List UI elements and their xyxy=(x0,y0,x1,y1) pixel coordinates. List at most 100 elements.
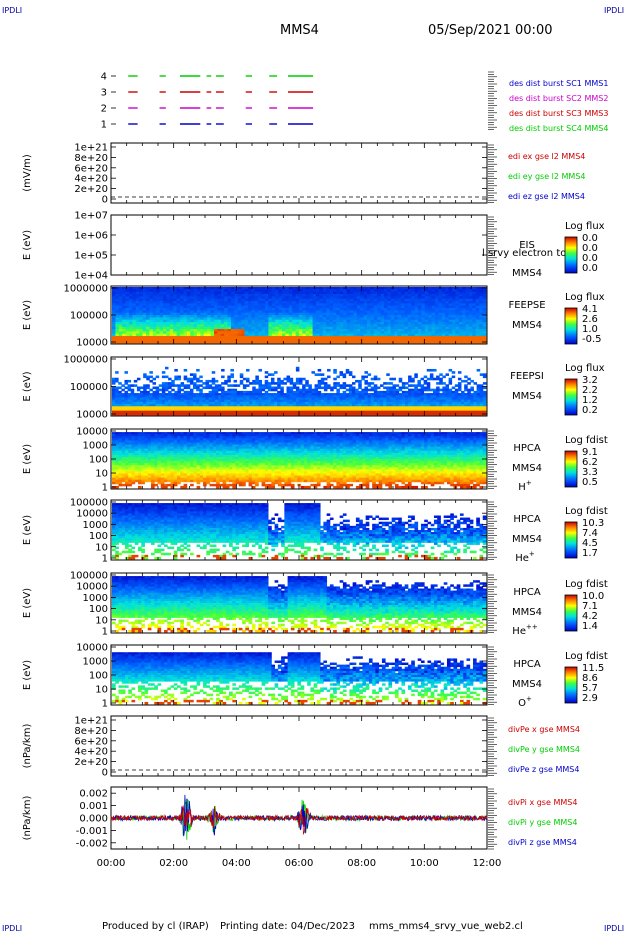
feeps-e-cell xyxy=(305,333,310,337)
feeps-e-cell xyxy=(441,298,446,302)
feeps-e-cell xyxy=(479,324,483,328)
hpca_h-cell xyxy=(115,446,119,450)
feeps-e-cell xyxy=(244,305,249,309)
feeps-e-cell xyxy=(336,287,341,290)
feeps-e-cell xyxy=(234,326,239,330)
feeps-i-cell xyxy=(448,412,453,416)
feeps-e-cell xyxy=(479,338,483,342)
feeps-e-cell xyxy=(377,308,381,311)
feeps-e-cell xyxy=(288,338,293,342)
feeps-i-cell xyxy=(454,393,459,396)
feeps-e-cell xyxy=(302,338,307,342)
feeps-i-cell xyxy=(327,368,331,372)
feeps-e-cell xyxy=(319,303,324,307)
feeps-i-cell xyxy=(320,382,325,385)
feeps-i-cell xyxy=(461,408,465,412)
feeps-i-cell xyxy=(445,373,449,376)
feeps-i-cell xyxy=(221,388,225,392)
feeps-e-cell xyxy=(176,305,181,309)
feeps-e-cell xyxy=(115,310,120,314)
feeps-i-cell xyxy=(205,393,210,396)
feeps-e-cell xyxy=(373,326,378,330)
feeps-e-cell xyxy=(258,287,262,290)
feeps-i-cell xyxy=(417,393,421,396)
feeps-e-cell xyxy=(248,308,252,311)
feeps-i-cell xyxy=(196,410,200,414)
feeps-e-cell xyxy=(319,340,324,344)
feeps-e-cell xyxy=(363,317,368,321)
feeps-e-cell xyxy=(482,294,487,297)
feeps-e-cell xyxy=(132,340,137,344)
feeps-e-cell xyxy=(241,326,245,330)
feeps-i-cell xyxy=(448,395,453,398)
feeps-i-cell xyxy=(302,401,306,405)
feeps-i-cell xyxy=(439,401,443,405)
feeps-e-cell xyxy=(132,331,137,335)
feeps-e-cell xyxy=(414,310,419,314)
feeps-i-cell xyxy=(127,408,132,412)
feeps-i-cell xyxy=(168,390,172,394)
feeps-e-cell xyxy=(282,319,286,323)
feeps-i-cell xyxy=(280,393,284,396)
feeps-i-cell xyxy=(127,397,132,401)
feeps-i-cell xyxy=(345,399,350,403)
feeps-i-cell xyxy=(439,397,443,401)
feeps-e-cell xyxy=(166,331,171,335)
feeps-e-cell xyxy=(180,340,184,344)
feeps-e-cell xyxy=(292,324,296,328)
feeps-i-cell xyxy=(448,368,453,372)
feeps-i-cell xyxy=(370,377,375,381)
feeps-e-cell xyxy=(462,319,466,323)
feeps-i-cell xyxy=(158,395,163,398)
hpca_h-cell xyxy=(118,467,123,470)
feeps-e-cell xyxy=(343,336,347,339)
feeps-i-cell xyxy=(152,404,157,407)
feeps-e-cell xyxy=(122,312,126,316)
feeps-i-cell xyxy=(333,397,337,401)
feeps-i-cell xyxy=(414,373,418,376)
feeps-i-cell xyxy=(404,401,409,405)
feeps-e-cell xyxy=(268,319,273,323)
feeps-i-cell xyxy=(152,377,157,381)
feeps-i-cell xyxy=(364,379,368,383)
feeps-e-cell xyxy=(244,296,249,300)
feeps-e-cell xyxy=(475,338,480,342)
feeps-e-cell xyxy=(193,317,198,321)
feeps-e-cell xyxy=(142,324,147,328)
feeps-e-cell xyxy=(397,308,402,311)
feeps-e-cell xyxy=(350,294,354,297)
feeps-i-cell xyxy=(274,406,278,409)
feeps-i-cell xyxy=(302,388,306,392)
feeps-e-cell xyxy=(278,291,283,295)
feeps-e-cell xyxy=(234,329,239,332)
feeps-i-cell xyxy=(414,399,418,403)
feeps-e-cell xyxy=(224,303,228,307)
feeps-e-cell xyxy=(207,291,211,295)
feeps-e-cell xyxy=(380,338,385,342)
feeps-e-cell xyxy=(462,289,466,293)
feeps-e-cell xyxy=(251,329,256,332)
feeps-e-cell xyxy=(424,298,429,302)
feeps-e-cell xyxy=(353,296,358,300)
feeps-i-cell xyxy=(380,404,384,407)
feeps-e-cell xyxy=(292,312,296,316)
feeps-e-cell xyxy=(360,308,364,311)
feeps-i-cell xyxy=(133,412,138,416)
feeps-i-cell xyxy=(295,401,300,405)
feeps-i-cell xyxy=(115,388,119,392)
feeps-i-cell xyxy=(227,397,231,401)
feeps-e-cell xyxy=(190,294,194,297)
feeps-e-cell xyxy=(469,326,473,330)
feeps-e-cell xyxy=(278,338,283,342)
feeps-i-cell xyxy=(327,375,331,379)
feeps-i-cell xyxy=(348,386,353,390)
feeps-i-cell xyxy=(158,401,163,405)
feeps-i-cell xyxy=(411,404,415,407)
feeps-e-cell xyxy=(384,305,388,309)
feeps-e-cell xyxy=(231,298,235,302)
feeps-i-cell xyxy=(193,375,197,379)
feeps-i-cell xyxy=(383,412,387,416)
feeps-e-cell xyxy=(394,340,398,344)
feeps-i-cell xyxy=(367,399,372,403)
feeps-i-cell xyxy=(258,393,262,396)
